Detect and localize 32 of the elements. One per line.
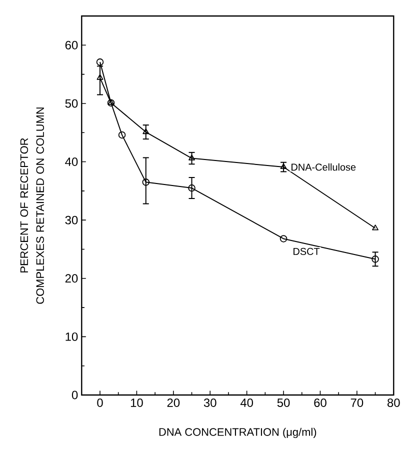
- point: [108, 99, 114, 105]
- x-tick-label: 50: [277, 398, 290, 407]
- y-axis-title: PERCENT OF RECEPTOR COMPLEXES RETAINED ON COLUMN: [20, 108, 44, 304]
- point: [96, 74, 104, 80]
- y-tick-label: 60: [65, 40, 78, 50]
- y-tick-label: 10: [66, 332, 78, 341]
- x-tick-label: 70: [350, 398, 364, 407]
- y-tick-label: 40: [65, 158, 78, 166]
- y-tick-label: 0: [72, 390, 78, 400]
- series-label: DSCT: [294, 248, 320, 255]
- point: [107, 99, 115, 107]
- point: [280, 163, 287, 170]
- point: [142, 178, 150, 186]
- x-tick-label: 10: [130, 398, 143, 407]
- x-tick-label: 30: [204, 398, 216, 407]
- point: [118, 131, 126, 139]
- series-label: DNA-Cellulose: [292, 163, 356, 171]
- x-tick-label: 60: [314, 398, 326, 407]
- point: [372, 224, 378, 230]
- y-tick-label: 50: [65, 99, 78, 108]
- point: [372, 256, 379, 263]
- point: [96, 58, 104, 66]
- y-tick-label: 20: [65, 274, 78, 283]
- x-tick-label: 0: [97, 398, 103, 407]
- point: [280, 235, 288, 242]
- x-tick-label: 40: [240, 398, 254, 407]
- point: [188, 184, 196, 192]
- point: [142, 128, 150, 134]
- x-tick-label: 20: [167, 398, 180, 407]
- x-axis-title: DNA CONCENTRATION (μg/ml): [159, 428, 316, 438]
- y-tick-label: 30: [65, 216, 78, 224]
- x-tick-label: 80: [388, 398, 400, 407]
